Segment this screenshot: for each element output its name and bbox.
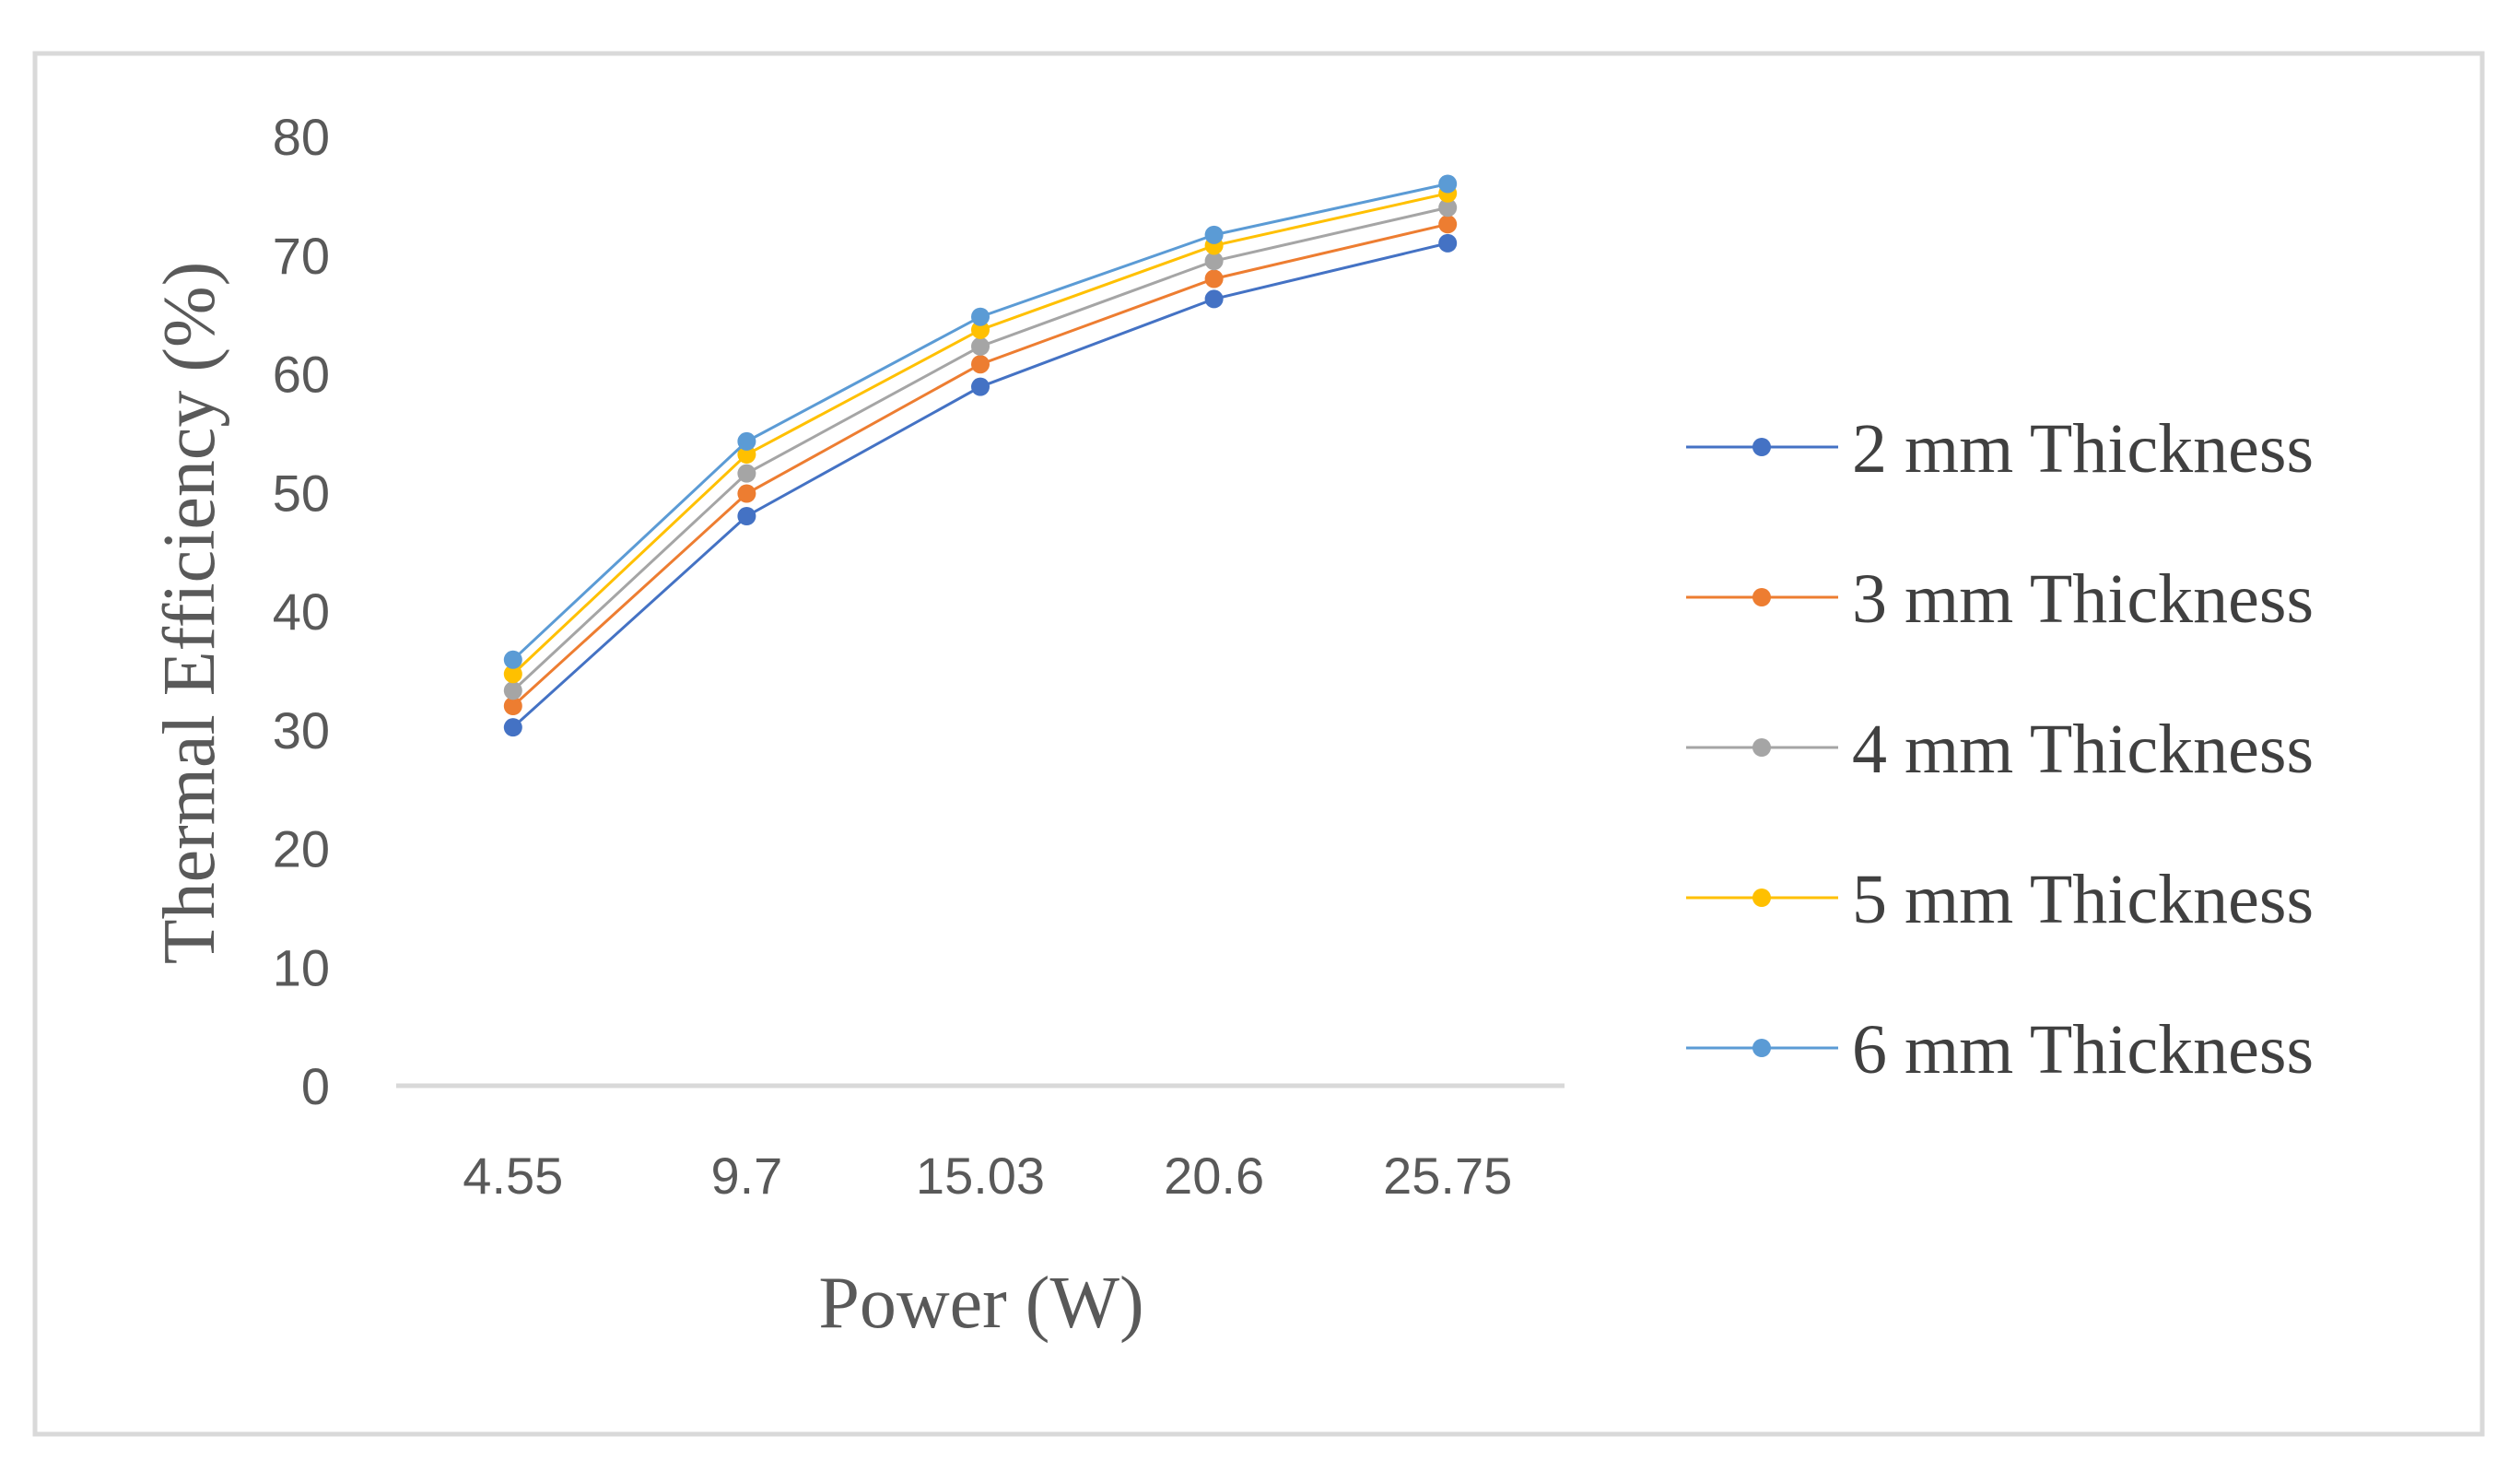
- data-point: [503, 697, 522, 715]
- data-point: [971, 355, 990, 374]
- series-4mm: [503, 198, 1458, 700]
- x-axis-title: Power (W): [818, 1263, 1143, 1344]
- data-point: [971, 377, 990, 396]
- y-tick-label: 20: [273, 820, 330, 878]
- data-point: [1204, 269, 1224, 288]
- legend-marker: [1752, 438, 1771, 456]
- y-tick-label: 40: [273, 583, 330, 641]
- legend-marker: [1752, 588, 1771, 606]
- data-point: [737, 464, 756, 483]
- x-tick-label: 20.6: [1164, 1147, 1264, 1205]
- y-tick-label: 10: [273, 938, 330, 996]
- data-point: [1204, 289, 1224, 309]
- series-6mm: [503, 174, 1458, 669]
- y-tick-label: 80: [273, 108, 330, 166]
- x-tick-label: 4.55: [463, 1147, 563, 1205]
- y-tick-label: 0: [301, 1057, 330, 1115]
- data-point: [737, 484, 756, 503]
- series-5mm: [503, 183, 1458, 684]
- data-point: [737, 431, 756, 451]
- y-tick-label: 50: [273, 464, 330, 522]
- data-point: [971, 307, 990, 326]
- data-point: [1204, 225, 1224, 244]
- legend-item: 6 mm Thickness: [1686, 1011, 2314, 1089]
- legend-marker: [1752, 888, 1771, 907]
- legend-marker: [1752, 738, 1771, 757]
- y-tick-label: 70: [273, 227, 330, 285]
- y-tick-label: 60: [273, 346, 330, 404]
- data-point: [971, 336, 990, 356]
- legend-item: 3 mm Thickness: [1686, 560, 2314, 638]
- legend-label: 2 mm Thickness: [1852, 410, 2314, 488]
- data-point: [503, 718, 522, 737]
- legend-label: 6 mm Thickness: [1852, 1011, 2314, 1089]
- legend-label: 5 mm Thickness: [1852, 861, 2314, 938]
- data-point: [1204, 252, 1224, 271]
- legend-marker: [1752, 1039, 1771, 1057]
- x-tick-label: 25.75: [1383, 1147, 1512, 1205]
- data-point: [503, 681, 522, 700]
- legend: 2 mm Thickness 3 mm Thickness 4 mm Thickne…: [1686, 410, 2314, 1089]
- data-point: [1438, 233, 1458, 253]
- data-point: [737, 507, 756, 525]
- data-point: [971, 320, 990, 339]
- data-point: [1438, 174, 1458, 194]
- legend-item: 2 mm Thickness: [1686, 410, 2314, 488]
- series-2mm: [503, 233, 1458, 737]
- y-tick-label: 30: [273, 701, 330, 759]
- x-tick-label: 9.7: [710, 1147, 782, 1205]
- x-tick-label: 15.03: [916, 1147, 1045, 1205]
- y-axis-title: Thermal Efficiency (%): [149, 262, 230, 965]
- data-point: [1438, 198, 1458, 218]
- legend-item: 5 mm Thickness: [1686, 861, 2314, 938]
- data-point: [503, 665, 522, 684]
- series-layer: [503, 174, 1458, 737]
- legend-label: 3 mm Thickness: [1852, 560, 2314, 638]
- data-point: [1438, 215, 1458, 234]
- chart-border: [32, 51, 2485, 1437]
- y-axis-ticks: 0 10 20 30 40 50 60 70 80: [273, 108, 330, 1115]
- x-axis-ticks: 4.55 9.7 15.03 20.6 25.75: [463, 1147, 1512, 1205]
- legend-item: 4 mm Thickness: [1686, 711, 2314, 788]
- data-point: [737, 445, 756, 465]
- data-point: [503, 650, 522, 669]
- series-3mm: [503, 215, 1458, 715]
- legend-label: 4 mm Thickness: [1852, 711, 2314, 788]
